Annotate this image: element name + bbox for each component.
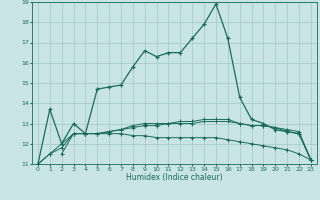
X-axis label: Humidex (Indice chaleur): Humidex (Indice chaleur)	[126, 173, 223, 182]
